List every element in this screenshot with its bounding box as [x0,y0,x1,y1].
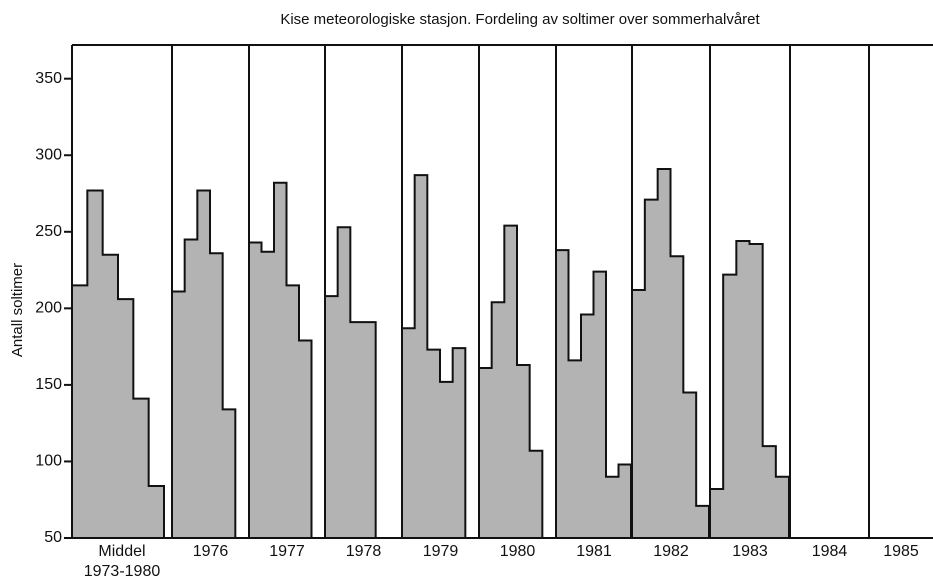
bar [197,190,211,538]
bar [556,250,569,538]
bar [427,349,441,538]
bar [736,240,750,538]
bar [325,296,338,538]
bar [504,225,518,538]
bar [670,256,684,538]
bar [72,285,88,538]
x-tick-label: 1977 [269,543,305,560]
step-outline [401,174,467,538]
bar [299,340,312,538]
x-tick-label: 1978 [346,543,382,560]
bar [452,348,466,538]
bar [402,328,415,538]
bar [762,446,777,538]
x-tick-label: 1979 [423,543,459,560]
x-tick-label: 1980 [500,543,536,560]
step-outline [478,224,544,538]
bar [491,302,505,538]
bar [87,190,103,538]
bar [657,169,671,538]
step-outline [171,189,237,538]
x-tick-label: 1983 [732,543,768,560]
bar [696,505,710,538]
bar [133,398,149,538]
x-tick-label: 1976 [193,543,229,560]
bar [440,381,453,538]
bar [184,239,198,538]
bar [337,227,351,538]
bar [581,314,594,538]
bar [775,476,790,538]
bar [148,485,165,538]
step-outline [631,168,710,538]
x-tick-label: 1981 [576,543,612,560]
bar [350,322,364,538]
y-tick-label: 350 [35,70,62,87]
bar [632,289,646,538]
bar [710,489,724,538]
bar [118,299,134,538]
bar [683,392,697,538]
y-tick-label: 50 [44,529,62,546]
bar [249,242,262,538]
step-outline [71,189,165,538]
bar [529,450,543,538]
y-tick-label: 150 [35,376,62,393]
bar [606,476,619,538]
y-axis-label: Antall soltimer [9,263,26,357]
bar [414,175,428,538]
bar [172,291,185,538]
bar [286,285,300,538]
bar [644,199,658,538]
x-tick-label: 1985 [883,543,919,560]
x-tick-label: Middel [98,543,145,560]
bar [274,182,287,538]
bar [618,464,632,538]
chart-title: Kise meteorologiske stasjon. Fordeling a… [280,11,760,28]
bar [261,251,275,538]
bar [363,322,376,538]
x-tick-label: 1982 [653,543,689,560]
step-outline [709,239,790,538]
bar [723,274,737,538]
bar [102,254,119,539]
x-tick-sublabel: 1973-1980 [84,563,161,580]
bar [210,253,223,538]
x-tick-label: 1984 [812,543,848,560]
y-tick-label: 250 [35,223,62,240]
y-tick-label: 100 [35,453,62,470]
y-tick-label: 200 [35,300,62,317]
bar [749,244,763,538]
step-outline [248,181,313,538]
bar [479,368,492,538]
step-outline [555,249,632,538]
bar [517,364,530,538]
bar [568,360,582,538]
bar [593,271,607,538]
step-outline [324,226,377,538]
y-tick-label: 300 [35,146,62,163]
bar [222,409,236,538]
